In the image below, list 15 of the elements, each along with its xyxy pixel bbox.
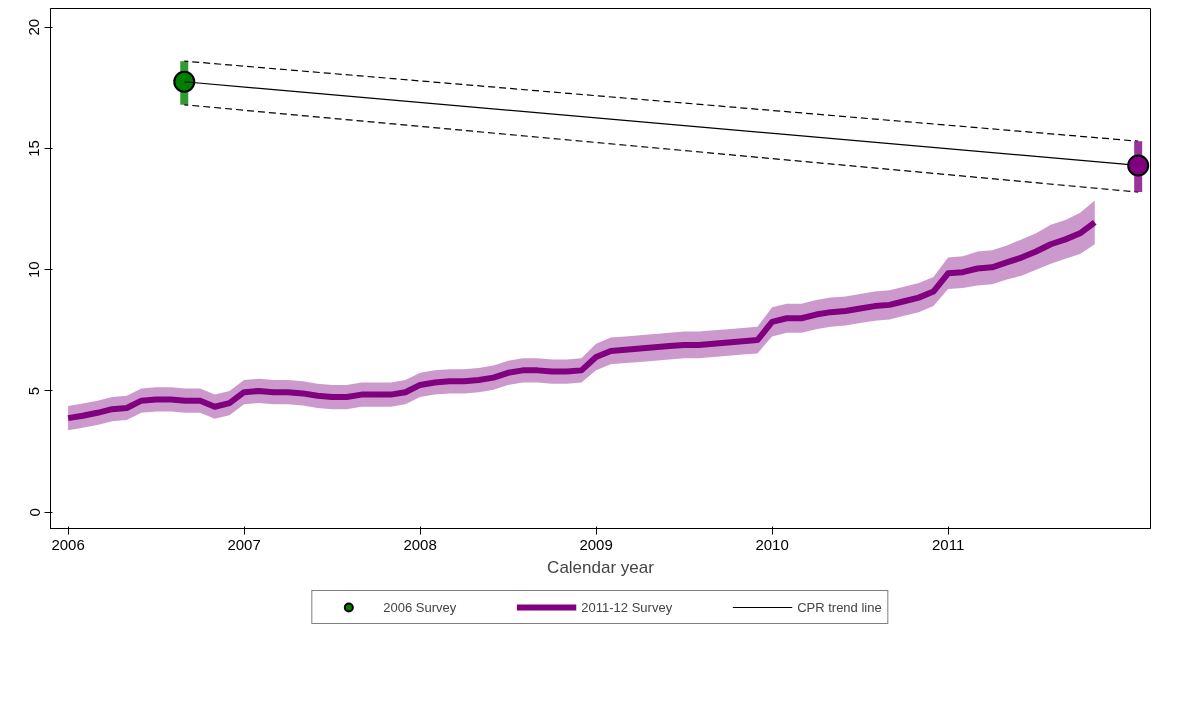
legend-label: 2006 Survey [383,599,457,615]
x-tick-label: 2009 [579,535,613,553]
y-tick-label: 10 [25,261,43,279]
x-tick-label: 2010 [755,535,789,553]
legend-label: 2011-12 Survey [581,599,673,615]
x-tick-label: 2007 [227,535,261,553]
y-tick-label: 0 [25,508,43,517]
y-tick-label: 20 [25,18,43,36]
legend-label: CPR trend line [797,599,882,615]
x-axis-title: Calendar year [547,557,655,577]
x-tick-label: 2011 [931,535,965,553]
y-tick-label: 15 [25,140,43,157]
x-tick-label: 2006 [51,535,85,553]
x-tick-label: 2008 [403,535,437,553]
y-tick-label: 5 [25,386,43,396]
